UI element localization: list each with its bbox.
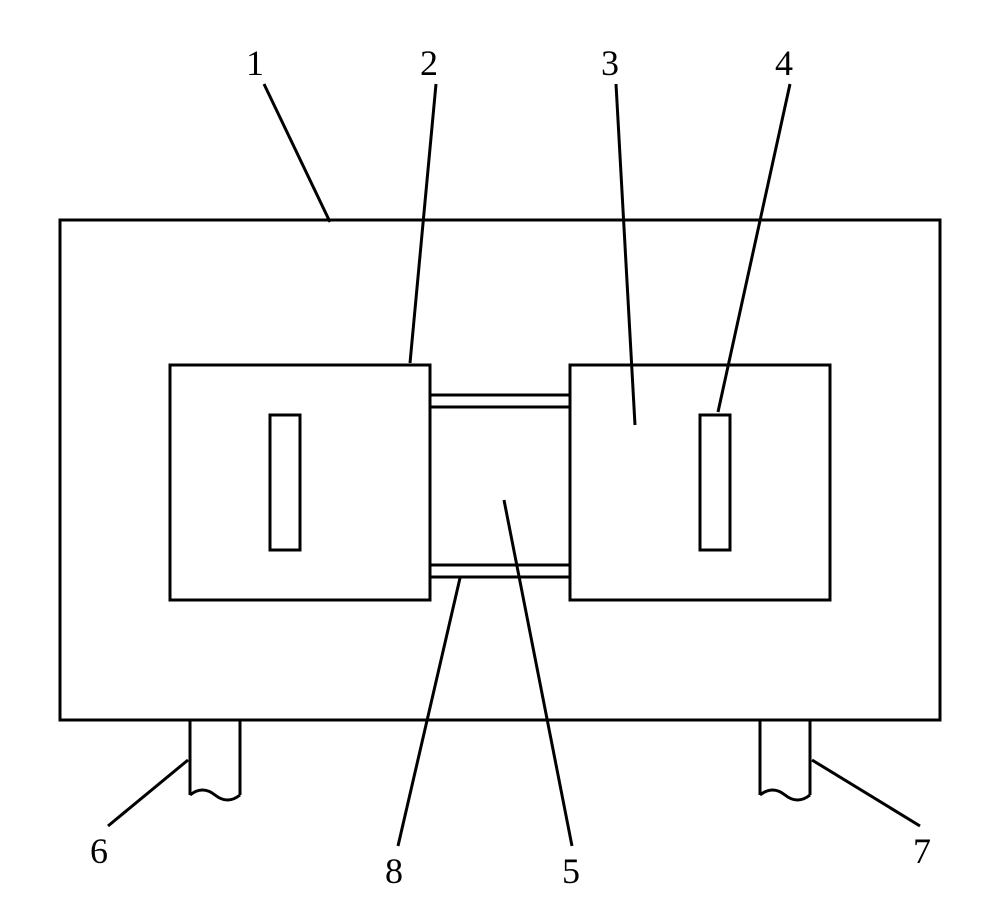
diagram-canvas: 1 2 3 4 5 6 7 8 <box>0 0 1000 903</box>
label-6: 6 <box>90 830 108 872</box>
label-7: 7 <box>913 830 931 872</box>
diagram-svg <box>0 0 1000 903</box>
leader-6 <box>108 760 188 826</box>
label-1: 1 <box>246 42 264 84</box>
leader-4 <box>718 84 790 412</box>
leader-8 <box>398 578 460 846</box>
label-2: 2 <box>420 42 438 84</box>
leader-7 <box>812 760 920 826</box>
label-5: 5 <box>562 850 580 892</box>
leader-5 <box>504 500 572 846</box>
leader-1 <box>264 84 330 222</box>
leader-2 <box>410 84 436 363</box>
label-4: 4 <box>775 42 793 84</box>
leader-3 <box>616 84 635 425</box>
label-3: 3 <box>601 42 619 84</box>
label-8: 8 <box>385 850 403 892</box>
